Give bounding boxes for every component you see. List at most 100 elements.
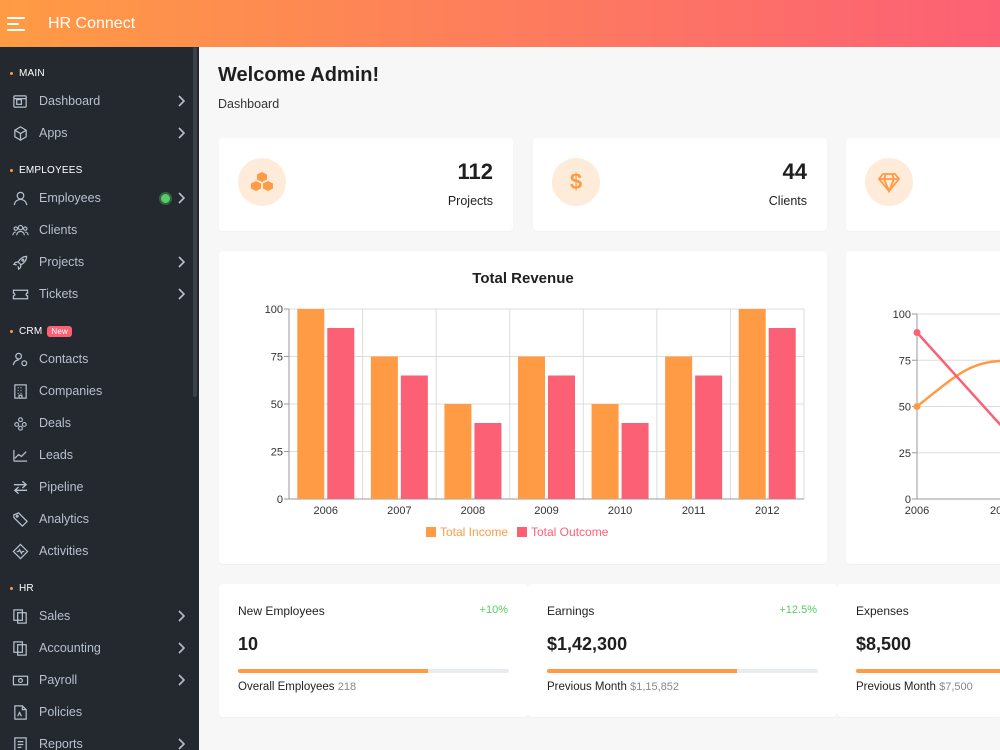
- sidebar-item-analytics[interactable]: Analytics: [0, 504, 195, 534]
- bar-outcome[interactable]: [327, 328, 355, 499]
- report-icon: [12, 736, 29, 750]
- legend-label[interactable]: Total Income: [440, 525, 508, 539]
- stat-value: 112: [457, 159, 494, 184]
- new-badge: New: [47, 325, 72, 337]
- sidebar-item-sales[interactable]: Sales: [0, 601, 195, 631]
- y-tick-label: 100: [893, 309, 911, 321]
- sidebar-item-tickets[interactable]: Tickets: [0, 279, 195, 309]
- sidebar-item-clients[interactable]: Clients: [0, 215, 195, 245]
- bar-income[interactable]: [591, 404, 619, 499]
- sidebar-item-label: Sales: [39, 609, 71, 623]
- progress-fill: [856, 669, 1000, 673]
- stat-card-projects[interactable]: 112 Projects: [219, 138, 513, 231]
- footer-label: Previous Month: [856, 681, 936, 693]
- stat-value: 44: [782, 159, 807, 184]
- contact-icon: [12, 351, 29, 368]
- chevron-right-icon: [178, 738, 185, 750]
- sidebar-item-label: Companies: [39, 384, 103, 398]
- stat-card-third[interactable]: [846, 138, 1000, 231]
- bar-outcome[interactable]: [695, 375, 723, 500]
- sidebar-item-label: Employees: [39, 191, 101, 205]
- copy-icon: [12, 608, 29, 625]
- info-footer: Overall Employees 218: [238, 681, 356, 693]
- info-label: Expenses: [856, 604, 909, 618]
- bar-outcome[interactable]: [621, 423, 649, 499]
- y-tick-label: 0: [905, 494, 911, 506]
- sidebar-item-apps[interactable]: Apps: [0, 118, 195, 148]
- ticket-icon: [12, 286, 29, 303]
- y-tick-label: 25: [899, 448, 911, 460]
- sidebar-scrollbar[interactable]: [193, 47, 197, 397]
- section-title: EMPLOYEES: [19, 164, 83, 176]
- menu-toggle-icon[interactable]: [7, 16, 25, 31]
- legend-swatch: [426, 527, 436, 537]
- sidebar-item-deals[interactable]: Deals: [0, 408, 195, 438]
- bar-outcome[interactable]: [400, 375, 428, 500]
- sidebar-item-dashboard[interactable]: Dashboard: [0, 86, 195, 116]
- series-line: [916, 359, 1000, 408]
- y-tick-label: 100: [265, 304, 283, 316]
- sidebar-item-label: Pipeline: [39, 480, 84, 494]
- cubes-icon: [238, 158, 286, 206]
- x-tick-label: 2006: [314, 505, 338, 517]
- footer-value: 218: [337, 681, 357, 693]
- bar-income[interactable]: [370, 356, 398, 500]
- footer-label: Previous Month: [547, 681, 627, 693]
- files-icon: [12, 640, 29, 657]
- sidebar-item-contacts[interactable]: Contacts: [0, 344, 195, 374]
- info-card-earnings: Earnings +12.5% $1,42,300 Previous Month…: [528, 584, 837, 717]
- bar-income[interactable]: [738, 309, 766, 499]
- bullet-icon: [10, 71, 13, 75]
- legend-label[interactable]: Total Outcome: [531, 525, 609, 539]
- chevron-right-icon: [178, 256, 185, 268]
- top-header: HR Connect: [0, 0, 1000, 47]
- sidebar-item-employees[interactable]: Employees: [0, 183, 195, 213]
- sidebar-item-label: Policies: [39, 705, 83, 719]
- chart-line-icon: [12, 447, 29, 464]
- sidebar-item-payroll[interactable]: Payroll: [0, 665, 195, 695]
- revenue-chart-card: Total Revenue 0 25 50 75 100 2006 2007 2008 2009…: [219, 251, 827, 564]
- info-value: $1,42,300: [547, 634, 628, 654]
- progress-bar: [856, 669, 1000, 673]
- users-group-icon: [12, 222, 29, 239]
- legend-swatch: [517, 527, 527, 537]
- sidebar-item-label: Analytics: [39, 512, 90, 526]
- bar-income[interactable]: [297, 309, 325, 499]
- progress-fill: [238, 669, 428, 673]
- bar-income[interactable]: [665, 356, 693, 500]
- menu-section-employees: EMPLOYEES: [0, 161, 83, 179]
- sidebar-item-activities[interactable]: Activities: [0, 536, 195, 566]
- sidebar-item-label: Activities: [39, 544, 89, 558]
- building-icon: [12, 383, 29, 400]
- x-tick-label: 2008: [461, 505, 485, 517]
- x-tick-label: 2010: [608, 505, 632, 517]
- sidebar-item-projects[interactable]: Projects: [0, 247, 195, 277]
- bar-outcome[interactable]: [474, 423, 502, 499]
- bar-outcome[interactable]: [548, 375, 575, 500]
- sidebar-item-leads[interactable]: Leads: [0, 440, 195, 470]
- y-tick-label: 0: [277, 494, 283, 506]
- bar-income[interactable]: [444, 404, 472, 499]
- bullet-icon: [10, 168, 13, 172]
- chevron-right-icon: [178, 127, 185, 139]
- bar-income[interactable]: [518, 356, 545, 500]
- sidebar: MAIN Dashboard Apps EMPLOYEES Employees …: [0, 47, 199, 750]
- dashboard-icon: [12, 93, 29, 110]
- data-point[interactable]: [913, 329, 921, 336]
- chevron-right-icon: [178, 95, 185, 107]
- sidebar-item-policies[interactable]: Policies: [0, 697, 195, 727]
- sidebar-item-reports[interactable]: Reports: [0, 729, 195, 750]
- section-title: CRM: [19, 325, 43, 337]
- line-chart: 0 25 50 75 100 2006 20: [893, 309, 1000, 517]
- sidebar-item-accounting[interactable]: Accounting: [0, 633, 195, 663]
- rocket-icon: [12, 254, 29, 271]
- sidebar-item-companies[interactable]: Companies: [0, 376, 195, 406]
- sidebar-item-label: Tickets: [39, 287, 79, 301]
- sidebar-item-pipeline[interactable]: Pipeline: [0, 472, 195, 502]
- activity-icon: [12, 543, 29, 560]
- info-value: $8,500: [856, 634, 912, 654]
- data-point[interactable]: [913, 403, 921, 410]
- stat-card-clients[interactable]: $ 44 Clients: [533, 138, 827, 231]
- footer-label: Overall Employees: [238, 681, 335, 693]
- bar-outcome[interactable]: [768, 328, 796, 499]
